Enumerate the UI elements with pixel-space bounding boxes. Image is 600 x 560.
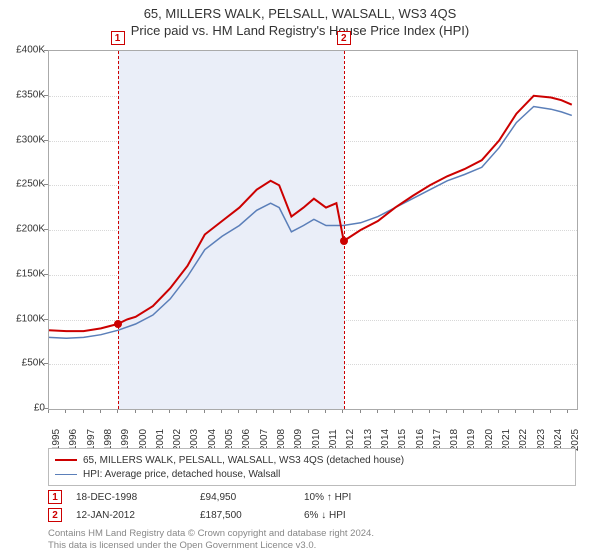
ytick-label: £300K <box>3 134 45 145</box>
sale-delta: 10% ↑ HPI <box>304 492 394 503</box>
sale-row: 2 12-JAN-2012 £187,500 6% ↓ HPI <box>48 506 576 524</box>
sale-marker-box: 1 <box>111 31 125 45</box>
title-address: 65, MILLERS WALK, PELSALL, WALSALL, WS3 … <box>0 6 600 21</box>
ytick-label: £250K <box>3 179 45 190</box>
footer-line1: Contains HM Land Registry data © Crown c… <box>48 528 576 540</box>
ytick-label: £200K <box>3 224 45 235</box>
series-price_paid <box>49 96 572 331</box>
legend-label: 65, MILLERS WALK, PELSALL, WALSALL, WS3 … <box>83 455 404 466</box>
sale-index-box: 2 <box>48 508 62 522</box>
plot-area: 12 <box>48 50 578 410</box>
title-subtitle: Price paid vs. HM Land Registry's House … <box>0 23 600 38</box>
legend-item: 65, MILLERS WALK, PELSALL, WALSALL, WS3 … <box>55 453 569 467</box>
sale-index-box: 1 <box>48 490 62 504</box>
sale-date: 18-DEC-1998 <box>76 492 186 503</box>
ytick-label: £350K <box>3 89 45 100</box>
footer-attribution: Contains HM Land Registry data © Crown c… <box>48 528 576 552</box>
ytick-label: £0 <box>3 403 45 414</box>
series-svg <box>49 51 577 409</box>
sale-row: 1 18-DEC-1998 £94,950 10% ↑ HPI <box>48 488 576 506</box>
legend: 65, MILLERS WALK, PELSALL, WALSALL, WS3 … <box>48 448 576 486</box>
ytick-label: £100K <box>3 313 45 324</box>
ytick-label: £400K <box>3 45 45 56</box>
legend-label: HPI: Average price, detached house, Wals… <box>83 469 280 480</box>
legend-item: HPI: Average price, detached house, Wals… <box>55 467 569 481</box>
ytick-label: £50K <box>3 358 45 369</box>
sales-list: 1 18-DEC-1998 £94,950 10% ↑ HPI 2 12-JAN-2012… <box>48 488 576 524</box>
series-hpi <box>49 107 572 339</box>
legend-swatch <box>55 474 77 475</box>
sale-price: £187,500 <box>200 510 290 521</box>
sale-date: 12-JAN-2012 <box>76 510 186 521</box>
title-block: 65, MILLERS WALK, PELSALL, WALSALL, WS3 … <box>0 0 600 38</box>
legend-swatch <box>55 459 77 461</box>
footer-line2: This data is licensed under the Open Gov… <box>48 540 576 552</box>
chart-container: 65, MILLERS WALK, PELSALL, WALSALL, WS3 … <box>0 0 600 560</box>
sale-marker-box: 2 <box>337 31 351 45</box>
sale-price: £94,950 <box>200 492 290 503</box>
ytick-label: £150K <box>3 268 45 279</box>
sale-delta: 6% ↓ HPI <box>304 510 394 521</box>
